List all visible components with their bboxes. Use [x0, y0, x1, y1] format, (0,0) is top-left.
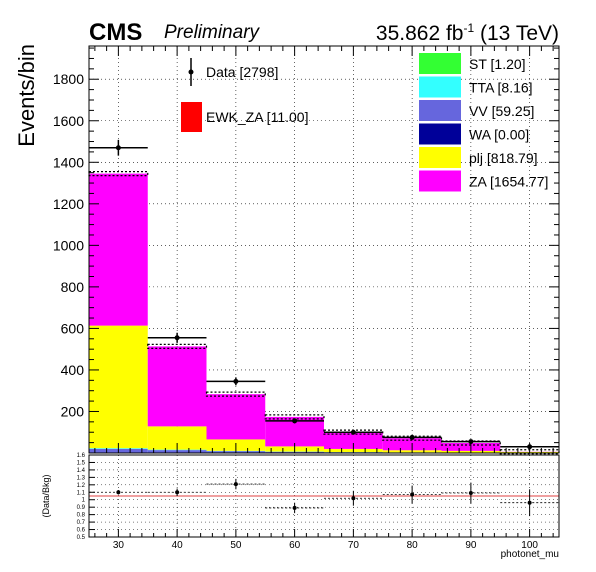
- data-point: [292, 418, 298, 424]
- legend-swatch-vv: [419, 100, 461, 121]
- ratio-x-tick-label: 90: [465, 540, 477, 551]
- data-point: [409, 434, 415, 440]
- y-tick-label: 1200: [53, 196, 84, 212]
- lumi-energy: (13 TeV): [474, 22, 559, 45]
- data-point: [350, 429, 356, 435]
- ratio-y-tick-label: 1.1: [77, 490, 86, 496]
- ratio-x-tick-label: 50: [230, 540, 242, 551]
- legend-label-tta: TTA [8.16]: [469, 80, 533, 96]
- x-axis-title: photonet_mu: [501, 549, 559, 560]
- ratio-point: [527, 500, 532, 505]
- preliminary-label: Preliminary: [164, 22, 261, 43]
- bar-plj: [147, 426, 207, 450]
- luminosity-label: 35.862 fb-1 (13 TeV): [376, 21, 559, 45]
- y-tick-label: 800: [61, 279, 85, 295]
- legend-swatch-st: [419, 53, 461, 74]
- data-point: [233, 378, 239, 384]
- legend-label-st: ST [1.20]: [469, 56, 526, 72]
- cms-label: CMS: [89, 19, 142, 46]
- y-tick-label: 1600: [53, 113, 84, 129]
- ratio-y-tick-label: 0.6: [77, 528, 86, 534]
- uncertainty-band: [205, 391, 266, 397]
- y-tick-label: 200: [61, 403, 85, 419]
- lumi-exponent: -1: [464, 21, 475, 35]
- legend-label-vv: VV [59.25]: [469, 103, 534, 119]
- ratio-y-tick-label: 1.6: [77, 453, 86, 459]
- data-point: [468, 439, 474, 445]
- bar-plj: [89, 325, 148, 449]
- data-point: [115, 145, 121, 151]
- legend-data-signal: Data [2798] EWK_ZA [11.00]: [181, 58, 308, 132]
- bar-za: [147, 346, 207, 427]
- ratio-y-tick-label: 1.2: [77, 483, 86, 489]
- legend-label-wa: WA [0.00]: [469, 127, 529, 143]
- ratio-y-tick-label: 1: [82, 498, 86, 504]
- y-tick-label: 1000: [53, 237, 84, 253]
- ratio-y-tick-label: 0.7: [77, 520, 86, 526]
- top-y-axis: 200 400 600 800 1000 1200 1400 1600 1800: [53, 46, 559, 454]
- data-points: [89, 139, 559, 450]
- uncertainty-band: [147, 343, 208, 350]
- ratio-frame: [88, 454, 560, 538]
- lumi-value: 35.862 fb: [376, 22, 464, 45]
- ratio-x-tick-label: 100: [521, 540, 538, 551]
- data-point: [174, 335, 180, 341]
- bar-za: [206, 394, 266, 440]
- ratio-x-tick-label: 40: [172, 540, 184, 551]
- ratio-x-tick-label: 70: [348, 540, 360, 551]
- ratio-x-tick-label: 60: [289, 540, 301, 551]
- ratio-points: [89, 478, 559, 517]
- legend-swatch-wa: [419, 123, 461, 145]
- legend-signal-swatch: [181, 102, 202, 132]
- ratio-y-tick-label: 1.5: [77, 460, 86, 466]
- legend-label-plj: plj [818.79]: [469, 150, 538, 166]
- legend-data-marker: [188, 69, 194, 75]
- ratio-point: [351, 496, 356, 501]
- legend-swatch-tta: [419, 76, 461, 98]
- ratio-x-tick-label: 30: [113, 540, 125, 551]
- bar-za: [89, 173, 148, 326]
- ratio-point: [175, 490, 180, 495]
- ratio-x-tick-label: 80: [407, 540, 419, 551]
- y-tick-label: 1400: [53, 154, 84, 170]
- ratio-y-tick-label: 1.3: [77, 475, 86, 481]
- legend-backgrounds: ST [1.20] TTA [8.16] VV [59.25] WA [0.00] pl…: [419, 53, 548, 192]
- y-tick-label: 400: [61, 362, 85, 378]
- ratio-y-tick-label: 0.5: [77, 535, 86, 541]
- ratio-point: [116, 490, 121, 495]
- legend-data-label: Data [2798]: [206, 64, 278, 80]
- ratio-point: [410, 492, 415, 497]
- uncertainty-band: [88, 171, 149, 177]
- ratio-point: [468, 491, 473, 496]
- legend-signal-label: EWK_ZA [11.00]: [206, 109, 308, 125]
- y-axis-title: Events/bin: [14, 44, 39, 147]
- ratio-point: [233, 482, 238, 487]
- y-tick-label: 1800: [53, 71, 84, 87]
- y-tick-label: 600: [61, 320, 85, 336]
- legend-swatch-za: [419, 170, 461, 192]
- legend-label-za: ZA [1654.77]: [469, 174, 548, 190]
- ratio-y-tick-label: 0.9: [77, 505, 86, 511]
- ratio-axes: 0.50.6 0.70.8 0.91 1.11.2 1.31.4 1.51.6 30 40 50…: [77, 453, 554, 551]
- legend-swatch-plj: [419, 147, 461, 168]
- top-frame: [88, 45, 560, 454]
- ratio-y-tick-label: 0.8: [77, 513, 86, 519]
- ratio-point: [292, 505, 297, 510]
- ratio-y-tick-label: 1.4: [77, 468, 86, 474]
- ratio-y-title: (Data/Bkg): [41, 474, 51, 517]
- bar-za: [324, 432, 383, 449]
